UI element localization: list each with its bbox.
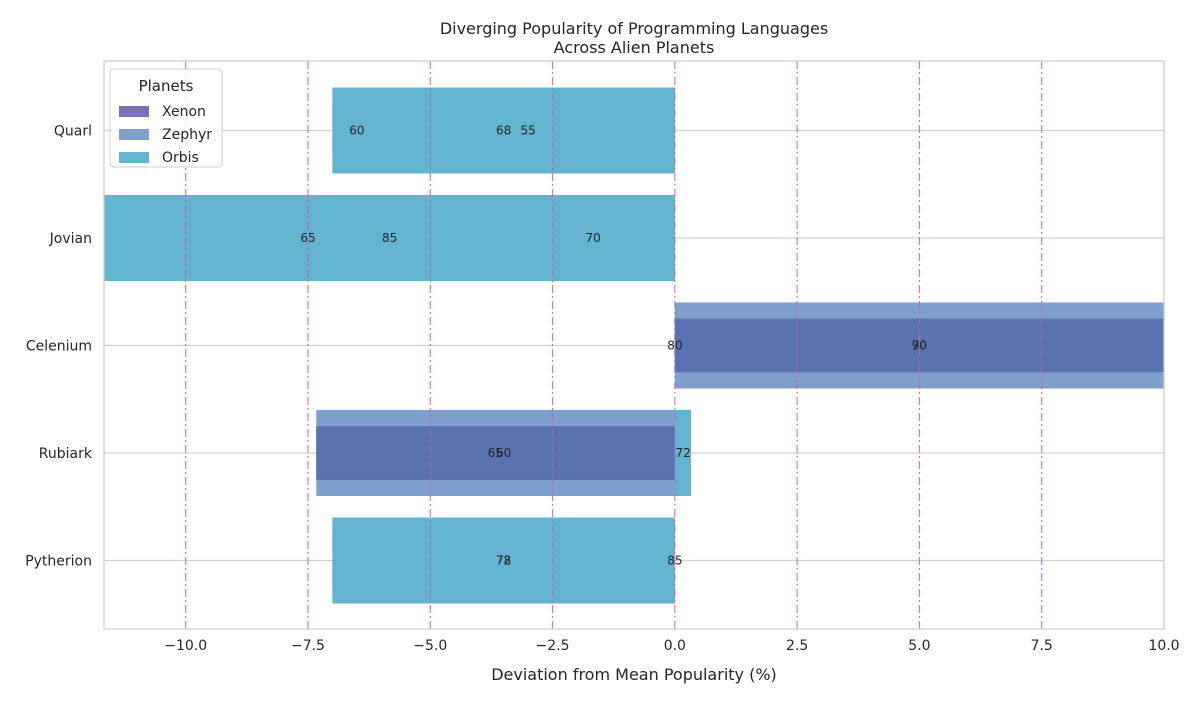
- legend-swatch-xenon: [119, 106, 149, 117]
- x-tick-label: −2.5: [536, 638, 570, 654]
- x-tick-label: −10.0: [164, 638, 207, 654]
- x-tick-label: −7.5: [291, 638, 325, 654]
- data-label-xenon: 70: [912, 339, 927, 353]
- x-axis-label: Deviation from Mean Popularity (%): [491, 665, 777, 684]
- y-tick-label: Jovian: [49, 231, 92, 247]
- data-label-orbis: 60: [349, 124, 364, 138]
- data-label-orbis: 72: [676, 446, 691, 460]
- data-label-zephyr: 55: [520, 124, 535, 138]
- data-label-zephyr: 85: [382, 231, 397, 245]
- chart-title-line-2: Across Alien Planets: [554, 38, 715, 57]
- data-label-xenon: 60: [496, 446, 511, 460]
- legend-label-xenon: Xenon: [162, 104, 206, 120]
- x-tick-label: 0.0: [664, 638, 686, 654]
- y-tick-label: Quarl: [54, 124, 92, 140]
- x-tick-label: −5.0: [413, 638, 447, 654]
- y-tick-label: Rubiark: [39, 446, 93, 462]
- x-tick-label: 2.5: [786, 638, 808, 654]
- legend-swatch-zephyr: [119, 129, 149, 140]
- axis-layer: Quarl Jovian Celenium Rubiark Pytherion −10.0…: [25, 124, 1179, 655]
- bar-orbis-rubiark: [674, 410, 691, 496]
- x-tick-label: 5.0: [908, 638, 930, 654]
- legend-box: [109, 68, 223, 168]
- y-tick-label: Pytherion: [25, 554, 92, 570]
- plot-frame: [103, 60, 1165, 630]
- data-label-xenon: 68: [496, 124, 511, 138]
- bar-orbis-jovian: [104, 195, 675, 281]
- bar-orbis-quarl: [332, 87, 675, 174]
- x-tick-label: 10.0: [1148, 638, 1179, 654]
- data-label-xenon: 70: [586, 231, 601, 245]
- legend: Planets Xenon Zephyr Orbis: [109, 68, 223, 168]
- y-tick-label: Celenium: [26, 339, 92, 355]
- legend-title: Planets: [139, 77, 194, 95]
- legend-swatch-orbis: [119, 152, 149, 163]
- bar-overlap-rubiark: [316, 426, 675, 480]
- chart-title-line-1: Diverging Popularity of Programming Lang…: [440, 19, 828, 38]
- legend-label-zephyr: Zephyr: [162, 127, 212, 143]
- data-label-zephyr: 72: [496, 554, 511, 568]
- vertical-gridlines: [185, 61, 1043, 629]
- data-label-orbis: 85: [667, 554, 682, 568]
- bar-orbis-pytherion: [332, 517, 675, 604]
- data-label-orbis: 65: [300, 231, 315, 245]
- data-label-xenon: 78: [496, 554, 511, 568]
- x-tick-label: 7.5: [1031, 638, 1053, 654]
- legend-label-orbis: Orbis: [162, 150, 199, 166]
- data-label-zephyr: 65: [488, 446, 503, 460]
- data-label-zephyr: 90: [912, 339, 927, 353]
- data-label-orbis: 80: [667, 339, 682, 353]
